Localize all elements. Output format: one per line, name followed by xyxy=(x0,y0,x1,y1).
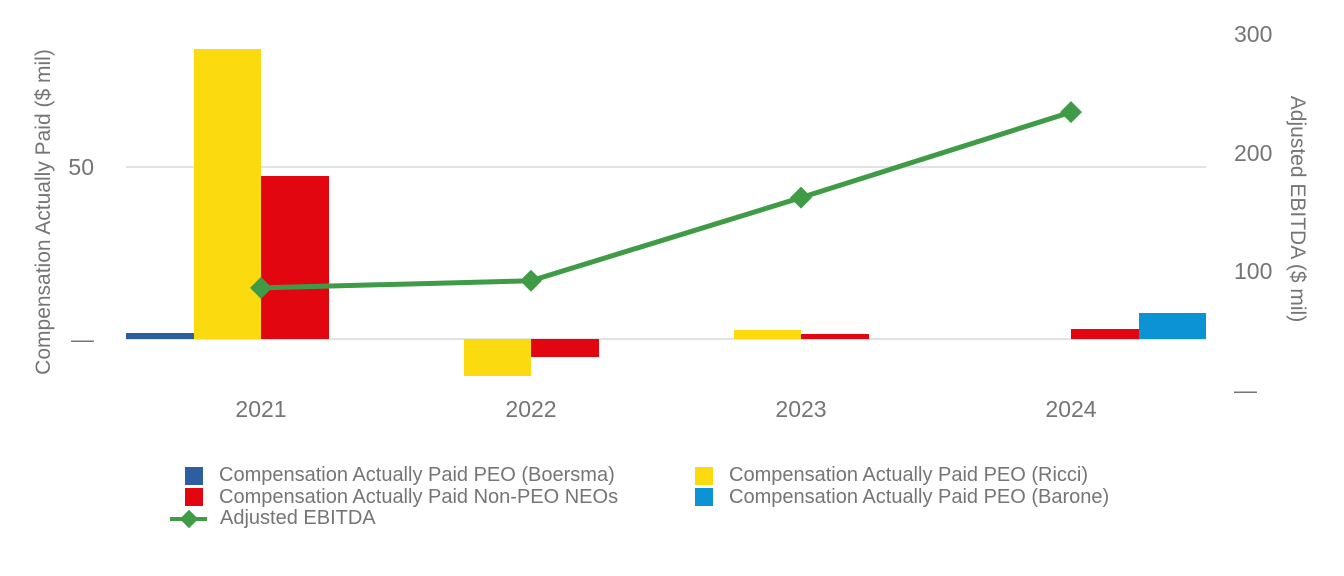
ebitda-diamond-marker xyxy=(520,269,542,292)
x-axis-label: 2024 xyxy=(1045,396,1097,422)
x-axis-label: 2023 xyxy=(775,396,827,422)
legend-item: Compensation Actually Paid PEO (Barone) xyxy=(680,485,1110,509)
bar-positive xyxy=(261,176,329,339)
bar-negative xyxy=(531,338,599,357)
right-axis-title: Adjusted EBITDA ($ mil) xyxy=(1286,95,1309,323)
legend: Compensation Actually Paid PEO (Boersma)… xyxy=(170,464,1110,530)
left-axis-tick-label: 50 xyxy=(68,154,94,181)
legend-item: Compensation Actually Paid PEO (Boersma) xyxy=(170,464,680,487)
legend-item: Compensation Actually Paid Non-PEO NEOs xyxy=(170,485,680,509)
legend-swatch xyxy=(695,466,713,485)
bar-negative xyxy=(463,338,531,377)
bar-positive xyxy=(1138,313,1206,339)
x-axis-label: 2022 xyxy=(505,396,557,422)
legend-label: Compensation Actually Paid PEO (Barone) xyxy=(729,485,1110,508)
bar-positive xyxy=(801,333,869,339)
bar-positive xyxy=(126,332,194,339)
ebitda-diamond-marker xyxy=(1060,101,1082,124)
bar-positive xyxy=(733,330,801,339)
legend-item: Compensation Actually Paid PEO (Ricci) xyxy=(680,464,1109,487)
gridline xyxy=(126,337,1206,340)
legend-label: Compensation Actually Paid PEO (Boersma) xyxy=(219,464,615,487)
right-axis-tick-label: — xyxy=(1234,377,1257,403)
bar-positive xyxy=(193,49,261,339)
right-axis-tick-label: 200 xyxy=(1234,139,1273,166)
ebitda-line-layer xyxy=(250,101,1082,299)
legend-label: Compensation Actually Paid Non-PEO NEOs xyxy=(219,485,619,508)
ebitda-line xyxy=(260,109,1072,291)
legend-label: Compensation Actually Paid PEO (Ricci) xyxy=(729,464,1089,487)
legend-swatch xyxy=(185,488,203,507)
legend-swatch xyxy=(185,466,203,485)
right-axis-tick-label: 300 xyxy=(1234,20,1273,47)
legend-line-marker xyxy=(170,510,207,529)
bar-positive xyxy=(1071,329,1139,339)
x-axis-label: 2021 xyxy=(235,396,287,422)
diamond-icon xyxy=(179,510,198,529)
right-axis-tick-label: 100 xyxy=(1234,258,1273,285)
gridline xyxy=(126,166,1206,169)
ebitda-diamond-marker xyxy=(790,186,812,209)
legend-swatch xyxy=(695,488,713,507)
plot-area xyxy=(126,10,1206,390)
legend-label: Adjusted EBITDA xyxy=(220,507,376,530)
legend-item: Adjusted EBITDA xyxy=(170,507,680,530)
left-axis-tick-label: — xyxy=(71,325,94,352)
ebitda-diamond-marker xyxy=(250,276,272,299)
